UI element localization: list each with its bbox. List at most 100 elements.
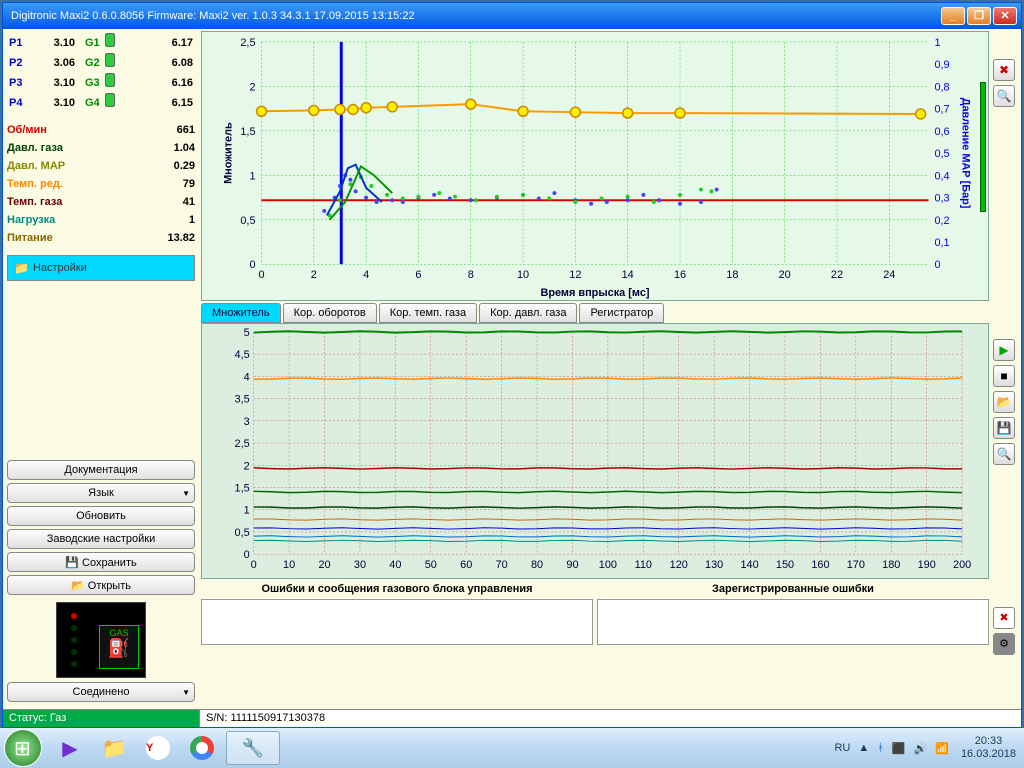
tray-bluetooth-icon[interactable]: ᚼ [877,742,884,754]
gas-indicator-panel[interactable]: GAS [56,602,146,678]
svg-text:140: 140 [740,559,758,571]
svg-text:0,3: 0,3 [934,193,949,205]
open-button[interactable]: 📂 Открыть [7,575,195,595]
gaspress-value: 1.04 [174,139,195,157]
svg-text:8: 8 [468,269,474,281]
svg-text:0,2: 0,2 [934,215,949,227]
taskbar-app[interactable]: 🔧 [226,731,280,765]
save-file-icon[interactable]: 💾 [993,417,1015,439]
svg-text:1,5: 1,5 [235,482,250,494]
explorer-icon[interactable]: 📁 [94,731,134,765]
save-button[interactable]: 💾 Сохранить [7,552,195,572]
lang-select[interactable]: Язык [7,483,195,503]
chart-tabs: МножительКор. оборотовКор. темп. газаКор… [201,303,989,323]
tab-4[interactable]: Регистратор [579,303,664,323]
start-button[interactable] [4,729,42,767]
svg-text:180: 180 [882,559,900,571]
svg-text:150: 150 [776,559,794,571]
tab-1[interactable]: Кор. оборотов [283,303,377,323]
errors-box[interactable] [201,599,593,645]
svg-text:90: 90 [566,559,578,571]
svg-text:60: 60 [460,559,472,571]
tray-volume-icon[interactable]: 🔊 [914,742,928,755]
volt-label: Питание [7,229,53,247]
app-window: Digitronic Maxi2 0.6.0.8056 Firmware: Ma… [2,2,1022,728]
sidebar-buttons: Документация Язык Обновить Заводские нас… [7,460,195,598]
svg-text:40: 40 [389,559,401,571]
level-dot [71,613,77,619]
play-icon[interactable]: ▶ [993,339,1015,361]
gas-mode-box[interactable]: GAS [99,625,139,669]
svg-text:0: 0 [249,259,255,271]
rpm-value: 661 [177,121,195,139]
tab-2[interactable]: Кор. темп. газа [379,303,477,323]
svg-text:10: 10 [283,559,295,571]
tool-close-icon[interactable]: ✖ [993,59,1015,81]
load-label: Нагрузка [7,211,55,229]
status-sn: S/N: 1111150917130378 [199,710,1021,727]
clear-errors-icon[interactable]: ✖ [993,607,1015,629]
svg-text:2,5: 2,5 [235,438,250,450]
factory-button[interactable]: Заводские настройки [7,529,195,549]
tray-shield-icon[interactable]: ⬛ [892,742,906,755]
gastemp-value: 41 [183,193,195,211]
main-area: 02468101214161820222400,511,522,500,10,2… [199,29,1021,709]
tray-network-icon[interactable]: 📶 [935,742,949,755]
svg-text:2: 2 [311,269,317,281]
svg-text:0: 0 [934,259,940,271]
settings-icon[interactable]: ⚙ [993,633,1015,655]
errors-header: Ошибки и сообщения газового блока управл… [201,583,593,599]
svg-text:2: 2 [244,460,250,472]
tray-clock[interactable]: 20:33 16.03.2018 [961,735,1016,761]
recorder-chart[interactable]: 0102030405060708090100110120130140150160… [201,323,989,579]
maximize-button[interactable]: ❐ [967,7,991,25]
taskbar[interactable]: ▶ 📁 Y 🔧 RU ▲ ᚼ ⬛ 🔊 📶 20:33 16.03.2018 [0,728,1024,768]
svg-text:4: 4 [363,269,369,281]
stop-icon[interactable]: ■ [993,365,1015,387]
titlebar[interactable]: Digitronic Maxi2 0.6.0.8056 Firmware: Ma… [3,3,1021,29]
tray-flag-icon[interactable]: ▲ [858,742,869,754]
close-button[interactable]: ✕ [993,7,1017,25]
svg-text:110: 110 [635,559,652,571]
svg-text:18: 18 [726,269,738,281]
media-player-icon[interactable]: ▶ [50,731,90,765]
svg-text:4,5: 4,5 [235,349,250,361]
logged-errors-box[interactable] [597,599,989,645]
svg-text:0,6: 0,6 [934,126,949,138]
system-tray[interactable]: RU ▲ ᚼ ⬛ 🔊 📶 20:33 16.03.2018 [830,735,1020,761]
svg-text:Время впрыска [мс]: Время впрыска [мс] [540,287,649,299]
map-value: 0.29 [174,157,195,175]
svg-text:0: 0 [258,269,264,281]
open-file-icon[interactable]: 📂 [993,391,1015,413]
svg-text:0,1: 0,1 [934,237,949,249]
zoom-icon[interactable]: 🔍 [993,443,1015,465]
connection-select[interactable]: Соединено [7,682,195,702]
svg-text:1,5: 1,5 [240,126,255,138]
window-title: Digitronic Maxi2 0.6.0.8056 Firmware: Ma… [7,10,939,22]
multiplier-chart[interactable]: 02468101214161820222400,511,522,500,10,2… [201,31,989,301]
svg-text:0,8: 0,8 [934,81,949,93]
settings-button[interactable]: Настройки [7,255,195,281]
redtemp-label: Темп. ред. [7,175,63,193]
docs-button[interactable]: Документация [7,460,195,480]
svg-text:100: 100 [599,559,617,571]
svg-text:2,5: 2,5 [240,37,255,49]
rpm-label: Об/мин [7,121,47,139]
tool-zoom-icon[interactable]: 🔍 [993,85,1015,107]
chart-bottom-tools: ▶ ■ 📂 💾 🔍 [993,339,1017,469]
svg-text:4: 4 [244,371,250,383]
tab-3[interactable]: Кор. давл. газа [479,303,577,323]
svg-text:Давление МАР [Бар]: Давление МАР [Бар] [959,98,971,209]
tab-0[interactable]: Множитель [201,303,281,323]
messages-area: Ошибки и сообщения газового блока управл… [201,583,989,645]
minimize-button[interactable]: _ [941,7,965,25]
tray-lang[interactable]: RU [834,742,850,754]
yandex-icon[interactable]: Y [138,731,178,765]
chrome-icon[interactable] [182,731,222,765]
gaspress-label: Давл. газа [7,139,63,157]
svg-text:24: 24 [883,269,895,281]
refresh-button[interactable]: Обновить [7,506,195,526]
svg-text:1: 1 [934,37,940,49]
svg-text:0,5: 0,5 [934,148,949,160]
svg-text:160: 160 [811,559,829,571]
